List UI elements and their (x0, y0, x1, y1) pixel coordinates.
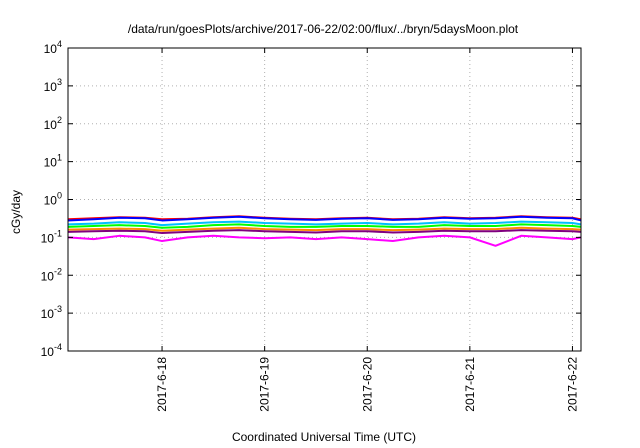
y-tick-label: 103 (44, 77, 62, 94)
y-tick-label: 100 (44, 191, 62, 208)
x-axis-ticks: 2017-6-18 2017-6-19 2017-6-20 2017-6-21 2017… (155, 48, 579, 412)
y-axis-label: cGy/day (9, 190, 23, 234)
y-tick-label: 10-3 (41, 304, 62, 321)
y-tick-label: 10-1 (41, 228, 62, 245)
x-tick-label: 2017-6-22 (565, 357, 579, 412)
x-tick-label: 2017-6-20 (360, 357, 374, 412)
y-tick-label: 102 (44, 115, 62, 132)
y-tick-label: 101 (44, 153, 62, 170)
series-line-7 (67, 234, 582, 247)
series-group (67, 215, 582, 247)
series-line-6 (67, 229, 582, 235)
series-line-4 (67, 223, 582, 229)
y-tick-label: 104 (44, 39, 62, 56)
x-tick-label: 2017-6-19 (258, 357, 272, 412)
x-tick-label: 2017-6-21 (463, 357, 477, 412)
series-line-2 (67, 215, 582, 222)
series-line-3 (67, 220, 582, 227)
gridlines (68, 48, 581, 351)
y-tick-label: 10-2 (41, 266, 62, 283)
x-tick-label: 2017-6-18 (155, 357, 169, 412)
chart-title: /data/run/goesPlots/archive/2017-06-22/0… (128, 22, 519, 36)
x-axis-label: Coordinated Universal Time (UTC) (232, 430, 416, 444)
series-line-5 (67, 226, 582, 232)
y-tick-label: 10-4 (41, 342, 62, 359)
y-axis-ticks: 10-4 10-3 10-2 10-1 100 101 102 103 104 (41, 39, 581, 359)
